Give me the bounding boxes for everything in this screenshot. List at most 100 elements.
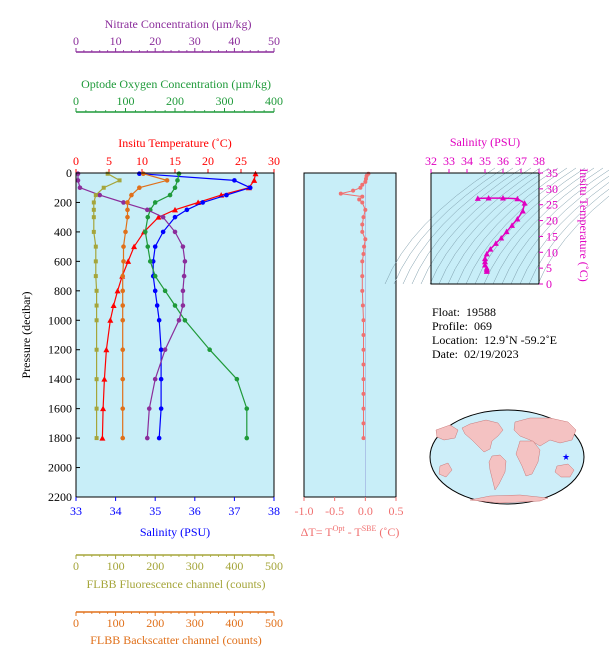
- pressure-tick-label: 800: [54, 284, 72, 298]
- fluorescence-point: [91, 200, 96, 205]
- nitrate-axis-tick-label: 10: [110, 34, 122, 48]
- delta-t-point: [361, 252, 366, 256]
- ts-point: [500, 195, 506, 201]
- ts-point: [521, 200, 528, 206]
- backscatter-point: [164, 178, 170, 183]
- backscatter-axis-tick-label: 200: [146, 616, 164, 630]
- oxygen-axis-tick-label: 0: [73, 94, 79, 108]
- temperature-point: [155, 214, 162, 220]
- delta-t-label-mid: - T: [345, 525, 363, 539]
- ts-salinity-tick-label: 38: [533, 154, 545, 168]
- oxygen-point: [175, 178, 180, 183]
- profile-panel-background: [76, 173, 274, 497]
- temperature-point: [172, 206, 178, 213]
- backscatter-axis-tick-label: 500: [265, 616, 283, 630]
- oxygen-axis-tick-label: 100: [117, 94, 135, 108]
- ts-density-contour: [519, 182, 609, 285]
- delta-t-point: [361, 318, 366, 323]
- ts-density-contour: [492, 167, 604, 285]
- backscatter-axis-tick-label: 400: [225, 616, 243, 630]
- oxygen-point: [147, 259, 153, 264]
- nitrate-point: [160, 214, 166, 220]
- ts-point: [498, 235, 505, 241]
- oxygen-axis-tick-label: 300: [216, 94, 234, 108]
- pressure-tick-label: 1600: [48, 402, 72, 416]
- delta-t-panel-background: [304, 173, 396, 497]
- date-value: 02/19/2023: [464, 347, 519, 361]
- temperature-axis: Insitu Temperature (˚C) 0 5 10 15 20 25 30: [73, 136, 280, 173]
- salinity-axis-tick-label: 33: [70, 504, 82, 518]
- oxygen-point: [145, 244, 151, 249]
- backscatter-point: [120, 317, 126, 323]
- map-north-america: [461, 419, 504, 453]
- ts-density-contour: [510, 175, 609, 285]
- oxygen-point: [244, 406, 250, 411]
- fluorescence-point: [94, 406, 99, 411]
- backscatter-point: [120, 303, 126, 308]
- nitrate-point: [77, 185, 83, 191]
- profile-value: 069: [474, 319, 492, 333]
- temperature-point: [101, 376, 108, 382]
- salinity-point: [137, 171, 142, 177]
- backscatter-axis-tick-label: 0: [73, 616, 79, 630]
- delta-t-point: [338, 191, 343, 196]
- ts-density-contour: [528, 188, 609, 285]
- salinity-axis: Salinity (PSU) 33 34 35 36 37 38: [70, 497, 280, 539]
- ts-temperature-axis-label: Insitu Temperature (˚C): [577, 168, 591, 282]
- ts-density-contour: [456, 167, 568, 285]
- salinity-point: [152, 288, 158, 294]
- salinity-series-line: [139, 173, 252, 439]
- fluorescence-point: [93, 244, 98, 249]
- temperature-point: [125, 258, 132, 264]
- delta-t-point: [357, 197, 362, 202]
- salinity-axis-label: Salinity (PSU): [140, 525, 210, 539]
- nitrate-point: [75, 178, 81, 183]
- temperature-point: [110, 302, 117, 309]
- pressure-tick-label: 1000: [48, 313, 72, 327]
- ts-salinity-tick-label: 37: [515, 154, 527, 168]
- fluorescence-point: [94, 436, 99, 441]
- float-info: Float: 19588 Profile: 069 Location: 12.9…: [432, 305, 557, 361]
- map-australia: [554, 463, 575, 478]
- delta-t-axis-label: ΔT= TOpt - TSBE (˚C): [301, 524, 400, 539]
- oxygen-point: [172, 303, 178, 308]
- nitrate-point: [144, 435, 150, 441]
- ts-point: [509, 222, 515, 228]
- oxygen-point: [244, 435, 250, 441]
- salinity-point: [158, 376, 164, 382]
- nitrate-point: [180, 303, 186, 308]
- nitrate-axis: Nitrate Concentration (µm/kg) 0 10 20 30 40 5…: [73, 17, 280, 53]
- float-value: 19588: [466, 305, 497, 319]
- map-antarctica: [469, 494, 549, 504]
- oxygen-point: [167, 192, 173, 198]
- backscatter-point: [125, 200, 130, 205]
- nitrate-point: [144, 207, 150, 213]
- salinity-point: [200, 200, 206, 205]
- ts-density-contour: [420, 167, 532, 285]
- salinity-point: [154, 303, 160, 308]
- float-row: Float: 19588: [432, 305, 557, 319]
- delta-t-label-sup2: SBE: [362, 524, 377, 533]
- delta-t-point: [363, 237, 368, 242]
- salinity-point: [172, 214, 178, 220]
- oxygen-point: [172, 185, 178, 191]
- nitrate-point: [180, 288, 186, 294]
- nitrate-axis-tick-label: 40: [228, 34, 240, 48]
- map-asia-west: [435, 424, 459, 441]
- salinity-point: [156, 317, 162, 323]
- delta-t-tick-label: 0.0: [358, 504, 373, 518]
- delta-t-point: [363, 207, 368, 212]
- delta-t-point: [360, 229, 365, 234]
- ts-point: [492, 240, 499, 246]
- ts-density-contour: [411, 167, 523, 285]
- backscatter-point: [120, 288, 126, 294]
- oxygen-point: [176, 171, 182, 177]
- ts-density-contour: [537, 195, 609, 285]
- nitrate-point: [97, 192, 103, 198]
- ts-point: [482, 255, 488, 262]
- oxygen-point: [162, 288, 168, 294]
- world-map: ★: [429, 409, 585, 505]
- oxygen-axis-tick-label: 400: [265, 94, 283, 108]
- delta-t-point: [361, 215, 366, 220]
